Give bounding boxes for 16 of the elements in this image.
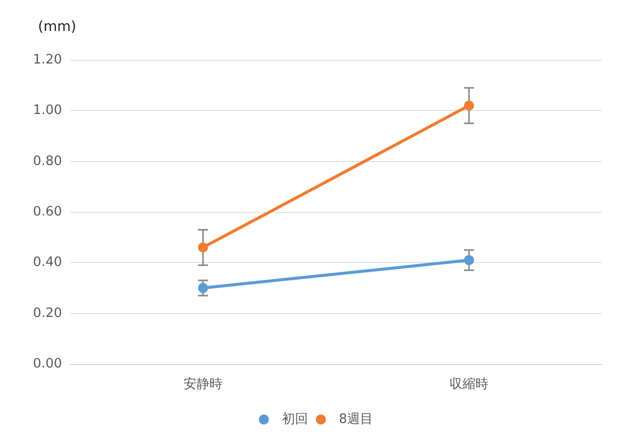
y-tick-label: 0.60 [33, 204, 62, 220]
y-axis-title: (mm) [38, 19, 76, 35]
point [464, 255, 474, 266]
y-tick-label: 0.40 [33, 255, 62, 270]
point [198, 242, 208, 252]
legend-label: 8週目 [338, 412, 374, 427]
legend-label: 初回 [282, 412, 308, 427]
x-tick-label: 安静時 [184, 376, 222, 392]
point [198, 283, 208, 293]
y-tick-label: 1.20 [33, 52, 62, 68]
y-tick-label: 0.20 [33, 306, 62, 321]
x-tick-label: 収縮時 [450, 377, 488, 392]
y-tick-label: 0.00 [33, 356, 62, 372]
y-tick-label: 1.00 [33, 103, 62, 118]
y-tick-label: 0.80 [33, 154, 62, 169]
point [464, 100, 474, 111]
